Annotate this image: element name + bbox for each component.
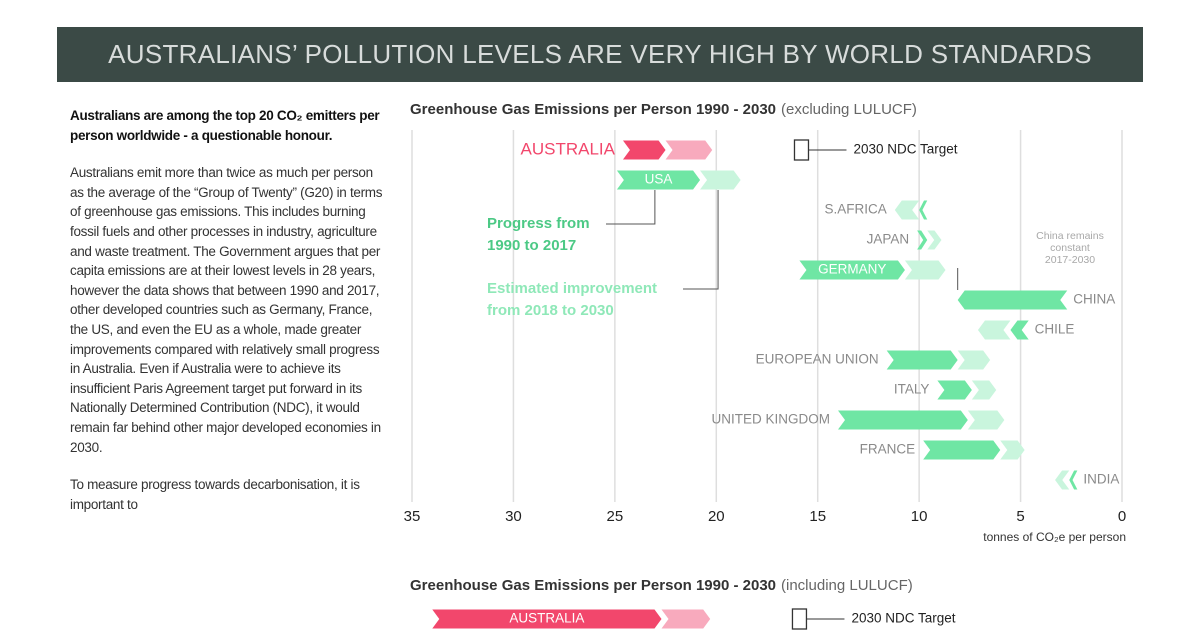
category-label: JAPAN [867, 232, 910, 247]
category-label: AUSTRALIA [520, 139, 615, 158]
range-arrow [886, 350, 958, 370]
range-arrow [1055, 470, 1070, 490]
x-tick-label: 15 [809, 508, 826, 525]
range-arrow [967, 410, 1005, 430]
target-label: 2030 NDC Target [853, 142, 957, 157]
title-note: (including LULUCF) [781, 577, 913, 594]
title-main: Greenhouse Gas Emissions per Person 1990… [410, 101, 776, 118]
range-arrow [1000, 440, 1025, 460]
banner: AUSTRALIANS’ POLLUTION LEVELS ARE VERY H… [57, 27, 1143, 82]
target-marker [791, 608, 808, 630]
range-arrow [894, 200, 920, 220]
article: Australians are among the top 20 CO₂ emi… [70, 106, 388, 630]
annotation: from 2018 to 2030 [487, 302, 614, 319]
category-label: USA [645, 172, 673, 187]
range-arrow [919, 200, 928, 220]
chart-title: Greenhouse Gas Emissions per Person 1990… [410, 577, 913, 594]
range-arrow [622, 140, 666, 160]
annotation: 1990 to 2017 [487, 237, 576, 254]
range-arrow [661, 609, 711, 629]
x-tick-label: 35 [404, 508, 421, 525]
category-label: CHINA [1073, 292, 1115, 307]
range-arrow [937, 380, 972, 400]
leader-line [683, 190, 719, 290]
range-arrow [904, 260, 946, 280]
title-main: Greenhouse Gas Emissions per Person 1990… [410, 577, 776, 594]
annotation: 2017-2030 [1045, 254, 1095, 266]
x-tick-label: 30 [505, 508, 522, 525]
target-marker [793, 139, 810, 161]
leader-line [606, 190, 656, 225]
article-heading: Australians are among the top 20 CO₂ emi… [70, 108, 380, 143]
range-arrow [971, 380, 997, 400]
x-tick-label: 20 [708, 508, 725, 525]
range-arrow [927, 230, 942, 250]
target-label: 2030 NDC Target [851, 611, 955, 626]
range-arrow [838, 410, 968, 430]
range-arrow [1069, 470, 1078, 490]
range-arrow [432, 609, 662, 629]
range-arrow [665, 140, 713, 160]
range-arrow [957, 290, 1068, 310]
annotation: Progress from [487, 215, 590, 232]
x-axis-label: tonnes of CO₂e per person [983, 530, 1126, 544]
category-label: AUSTRALIA [509, 611, 584, 626]
range-arrow [799, 260, 905, 280]
annotation: Estimated improvement [487, 280, 657, 297]
range-arrow [977, 320, 1011, 340]
x-tick-label: 10 [911, 508, 928, 525]
title-note: (excluding LULUCF) [781, 101, 917, 118]
x-tick-label: 5 [1016, 508, 1024, 525]
category-label: CHILE [1035, 322, 1075, 337]
category-label: INDIA [1083, 472, 1119, 487]
category-label: EUROPEAN UNION [756, 352, 879, 367]
annotation: constant [1050, 242, 1090, 254]
paragraph: To measure progress towards decarbonisat… [70, 477, 360, 512]
range-arrow [616, 170, 701, 190]
range-arrow [700, 170, 741, 190]
category-label: UNITED KINGDOM [711, 412, 830, 427]
annotation: China remains [1036, 230, 1104, 242]
x-tick-label: 25 [607, 508, 624, 525]
range-arrow [923, 440, 1001, 460]
category-label: ITALY [894, 382, 930, 397]
x-tick-label: 0 [1118, 508, 1126, 525]
range-arrow [957, 350, 991, 370]
category-label: FRANCE [860, 442, 916, 457]
range-arrow [917, 230, 928, 250]
category-label: S.AFRICA [825, 202, 887, 217]
chart-title: Greenhouse Gas Emissions per Person 1990… [410, 101, 917, 118]
category-label: GERMANY [818, 262, 886, 277]
range-arrow [1010, 320, 1029, 340]
paragraph: Australians emit more than twice as much… [70, 165, 383, 455]
